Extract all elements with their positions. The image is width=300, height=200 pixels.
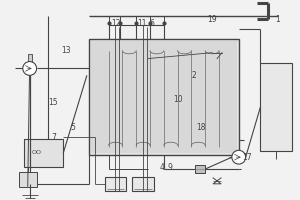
Bar: [24, 139, 63, 167]
Text: 10: 10: [173, 96, 182, 104]
Bar: [19, 172, 37, 187]
Text: 11: 11: [137, 19, 147, 28]
Text: 1: 1: [275, 15, 280, 24]
Text: 15: 15: [49, 98, 58, 107]
Bar: [132, 177, 154, 191]
Text: 2: 2: [192, 71, 197, 80]
Text: 18: 18: [196, 123, 206, 132]
Text: OO: OO: [32, 150, 42, 155]
Bar: [28, 54, 32, 62]
Text: 17: 17: [242, 153, 251, 162]
Text: 19: 19: [207, 15, 217, 24]
Bar: [195, 165, 205, 173]
Text: 5: 5: [70, 123, 76, 132]
Text: 12: 12: [111, 19, 120, 28]
Bar: [105, 177, 126, 191]
Bar: [89, 39, 239, 155]
Circle shape: [23, 62, 37, 75]
Bar: [91, 41, 237, 153]
Text: 13: 13: [61, 46, 71, 55]
Bar: [262, 105, 290, 149]
Text: 9: 9: [167, 163, 172, 172]
Text: 4: 4: [159, 163, 164, 172]
Circle shape: [232, 150, 246, 164]
Text: 7: 7: [51, 133, 56, 142]
Text: 6: 6: [149, 19, 154, 28]
Bar: [260, 63, 292, 151]
